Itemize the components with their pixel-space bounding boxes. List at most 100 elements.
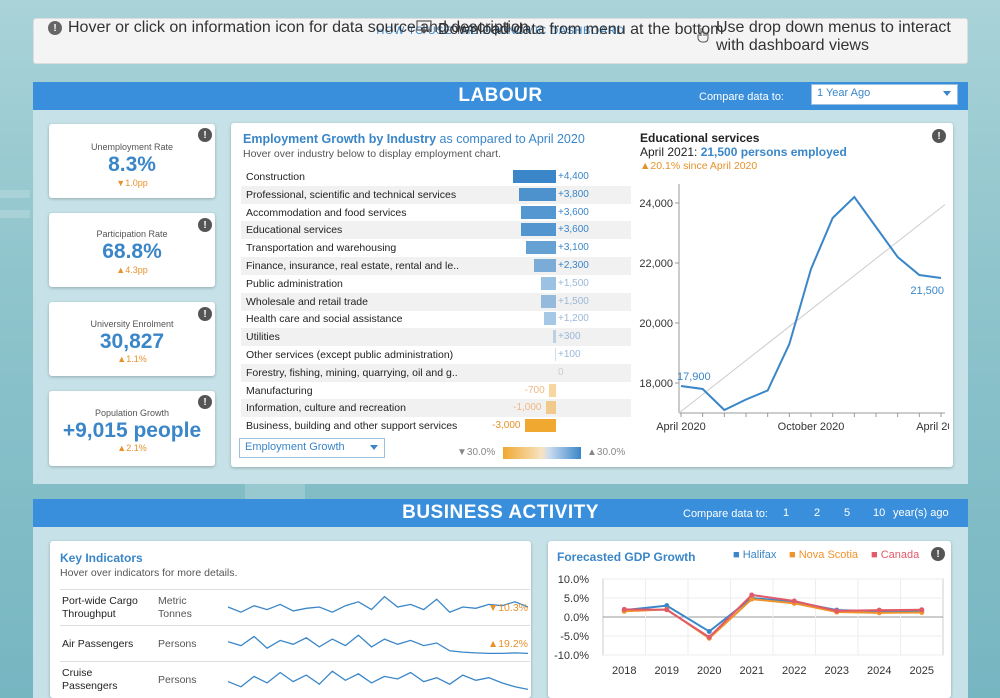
indicator-row[interactable]: Air Passengers Persons ▲19.2% <box>60 625 530 659</box>
industry-bar <box>541 294 556 308</box>
industry-row[interactable]: Business, building and other support ser… <box>241 417 631 435</box>
x-tick-label: 2022 <box>782 665 806 677</box>
legend-high-label: ▲30.0% <box>587 447 626 458</box>
industry-value: +2,300 <box>558 260 589 271</box>
key-indicators-subtitle: Hover over indicators for more details. <box>60 567 238 579</box>
industry-row[interactable]: Wholesale and retail trade +1,500 <box>241 292 631 311</box>
industry-bar <box>524 419 556 433</box>
industry-row[interactable]: Transportation and warehousing +3,100 <box>241 239 631 257</box>
industry-bar <box>513 170 556 183</box>
info-icon[interactable]: ! <box>932 129 946 143</box>
kpi-label: Participation Rate <box>96 229 168 239</box>
y-tick-label: -10.0% <box>554 650 589 662</box>
industry-row[interactable]: Accommodation and food services +3,600 <box>241 204 631 222</box>
kpi-card-participation[interactable]: Participation Rate 68.8% ▲4.3pp ! <box>49 213 215 287</box>
kpi-label: Unemployment Rate <box>90 142 174 152</box>
industry-row[interactable]: Health care and social assistance +1,200 <box>241 310 631 328</box>
industry-value: -3,000 <box>492 420 521 432</box>
industry-row[interactable]: Information, culture and recreation -1,00… <box>241 399 631 418</box>
industry-bar <box>518 187 556 201</box>
start-value-label: 17,900 <box>677 371 711 383</box>
industry-row[interactable]: Educational services +3,600 <box>241 221 631 240</box>
industry-row[interactable]: Public administration +1,500 <box>241 275 631 293</box>
kpi-value: +9,015 people <box>62 419 202 442</box>
hand-pointer-icon <box>696 27 710 48</box>
series-point <box>664 607 670 613</box>
series-point <box>706 634 712 640</box>
industry-name: Utilities <box>246 331 280 344</box>
gdp-card: Forecasted GDP Growth ■ Halifax ■ Nova S… <box>548 541 951 698</box>
y-tick-label: 18,000 <box>639 378 673 390</box>
sparkline <box>228 634 528 655</box>
industry-value: +1,200 <box>558 313 589 325</box>
indicator-unit: Metric Tonnes <box>158 595 192 620</box>
indicator-name: Port-wide Cargo Throughput <box>62 595 138 620</box>
industry-name: Public administration <box>246 277 343 290</box>
industry-row[interactable]: Manufacturing -700 <box>241 382 631 400</box>
year-option-10[interactable]: 10 <box>873 507 886 519</box>
compare-dropdown[interactable]: 1 Year Ago <box>811 84 958 105</box>
info-icon[interactable]: ! <box>198 128 212 142</box>
kpi-change: ▲4.3pp <box>116 265 148 275</box>
indicator-name: Cruise Passengers <box>62 667 118 692</box>
kpi-card-unemployment[interactable]: Unemployment Rate 8.3% ▼1.0pp ! <box>49 124 215 198</box>
legend-halifax[interactable]: ■ Halifax <box>733 549 777 561</box>
info-icon[interactable]: ! <box>198 395 212 409</box>
indicator-row[interactable]: Cruise Passengers Persons <box>60 661 530 695</box>
indicator-unit: Persons <box>158 674 197 686</box>
key-indicators-title: Key Indicators <box>60 551 143 565</box>
info-icon[interactable]: ! <box>931 547 945 561</box>
industry-row[interactable]: Forestry, fishing, mining, quarrying, oi… <box>241 363 631 382</box>
help-title: HOW TO USE THE ECONOMIC DASHBOARD <box>376 25 625 37</box>
industry-bar <box>525 241 556 255</box>
industry-value: +3,600 <box>558 206 589 218</box>
y-tick-label: 20,000 <box>639 318 673 330</box>
series-point <box>664 603 670 609</box>
industry-value: +3,100 <box>558 242 589 254</box>
industry-name: Health care and social assistance <box>246 313 403 326</box>
industry-bar <box>553 330 556 344</box>
chart-change: ▲20.1% since April 2020 <box>640 160 758 172</box>
year-option-1[interactable]: 1 <box>783 507 790 519</box>
industry-bar <box>545 401 556 415</box>
industry-value: -700 <box>524 384 545 396</box>
industry-row[interactable]: Construction +4,400 <box>241 168 631 186</box>
series-point <box>749 596 755 602</box>
kpi-card-population[interactable]: Population Growth +9,015 people ▲2.1% ! <box>49 391 215 466</box>
industry-name: Wholesale and retail trade <box>246 295 368 308</box>
y-tick-label: 10.0% <box>558 574 589 586</box>
chevron-down-icon <box>370 445 378 450</box>
chart-subtitle: April 2021: 21,500 persons employed <box>640 145 847 159</box>
industry-name: Transportation and warehousing <box>246 242 397 255</box>
compare-label: Compare data to: <box>683 508 768 520</box>
indicator-row[interactable]: Port-wide Cargo Throughput Metric Tonnes… <box>60 589 530 623</box>
legend-nova-scotia[interactable]: ■ Nova Scotia <box>789 549 859 561</box>
legend-low-label: ▼30.0% <box>457 447 496 458</box>
x-tick-label: 2021 <box>740 665 764 677</box>
end-value-label: 21,500 <box>910 285 944 297</box>
kpi-card-enrolment[interactable]: University Enrolment 30,827 ▲1.1% ! <box>49 302 215 376</box>
measure-dropdown[interactable]: Employment Growth <box>239 438 385 458</box>
y-tick-label: 22,000 <box>639 258 673 270</box>
industry-row[interactable]: Professional, scientific and technical s… <box>241 185 631 204</box>
industry-value: -1,000 <box>513 402 542 414</box>
year-option-5[interactable]: 5 <box>844 507 851 519</box>
section-title: LABOUR <box>458 85 543 106</box>
x-tick-label: April 2020 <box>656 421 706 433</box>
kpi-value: 30,827 <box>99 330 165 353</box>
legend-canada[interactable]: ■ Canada <box>871 549 920 561</box>
year-option-2[interactable]: 2 <box>814 507 821 519</box>
kpi-value: 8.3% <box>108 153 156 176</box>
industry-row[interactable]: Utilities +300 <box>241 328 631 347</box>
series-line <box>624 593 922 639</box>
series-point <box>919 607 925 613</box>
info-icon[interactable]: ! <box>198 218 212 232</box>
kpi-change: ▲1.1% <box>117 354 147 364</box>
educational-services-chart: 18,000 20,000 22,000 24,000 April 2020 Octobe… <box>639 184 949 433</box>
info-icon[interactable]: ! <box>198 307 212 321</box>
x-tick-label: 2025 <box>910 665 934 677</box>
industry-row[interactable]: Other services (except public administra… <box>241 346 631 364</box>
x-tick-label: April 2021 <box>916 421 949 433</box>
industry-row[interactable]: Finance, insurance, real estate, rental … <box>241 257 631 275</box>
sparkline <box>228 595 528 613</box>
